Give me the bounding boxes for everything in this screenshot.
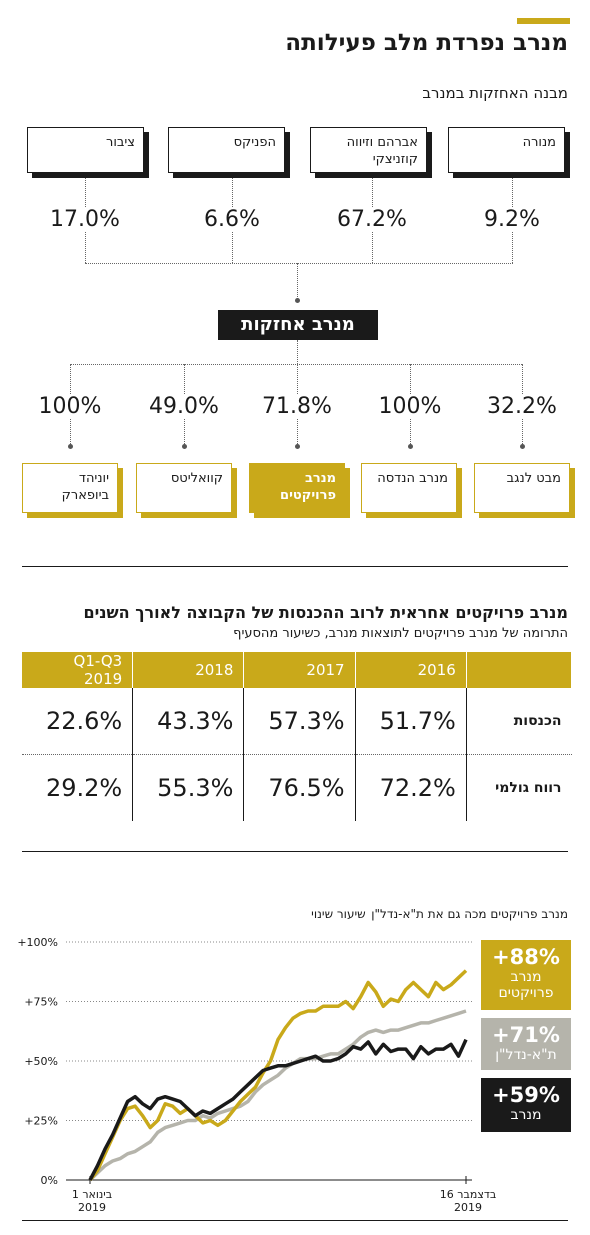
owner-name: הפניקס (233, 135, 276, 150)
owner-name: אברהם וזיווה קוזניצקי (346, 135, 418, 167)
section-divider (22, 851, 568, 852)
table-row: 22.6% 43.3% 57.3% 51.7% הכנסות (22, 688, 572, 755)
legend-label: ת"א-נדל"ן (495, 1047, 557, 1063)
line-chart: 0% +25% +50% +75% +100% (17, 936, 472, 1187)
sub-box-mabat: מבט לנגב (474, 463, 570, 513)
series-line-2 (88, 1038, 468, 1181)
sub-name: קוואליטס (170, 471, 223, 486)
sub-pct: 71.8% (242, 394, 352, 419)
table-cell: 43.3% (132, 688, 245, 755)
sub-box-minrav-engineering: מנרב הנדסה (361, 463, 457, 513)
table-cell: 76.5% (243, 754, 356, 821)
holding-to-subs-line (297, 340, 298, 364)
table-cell: 29.2% (22, 754, 134, 821)
bottom-divider (22, 1220, 568, 1221)
y-tick-label: 0% (41, 1174, 58, 1187)
series-line-1 (88, 1009, 467, 1182)
table-cell: 51.7% (355, 688, 467, 755)
y-tick-label: +100% (17, 936, 58, 949)
connector-dot (295, 298, 300, 303)
row-label: הכנסות (466, 688, 572, 755)
connector-dot (182, 444, 187, 449)
x-tick-start: 1 בינואר 2019 (62, 1188, 122, 1214)
column-header: Q1-Q3 2019 (22, 652, 134, 688)
series-line-0 (88, 969, 468, 1182)
section-divider (22, 566, 568, 567)
title-accent-bar (517, 18, 570, 24)
y-tick-label: +75% (24, 996, 58, 1009)
legend-label: מנרב פרויקטים (498, 969, 554, 1001)
legend-value: +71% (492, 1023, 560, 1047)
owner-name: מנורה (522, 135, 556, 150)
legend-label: מנרב (510, 1107, 542, 1123)
sub-pct: 32.2% (467, 394, 577, 419)
legend-value: +59% (492, 1083, 560, 1107)
legend-box-minrav: +59% מנרב (481, 1078, 571, 1132)
sub-name: מבט לנגב (506, 471, 561, 486)
x-tick-end: 16 בדצמבר 2019 (436, 1188, 500, 1214)
sub-box-minrav-projects: מנרב פרויקטים (249, 463, 345, 513)
sub-pct: 49.0% (129, 394, 239, 419)
owner-pct: 6.6% (177, 207, 287, 232)
table-cell: 22.6% (22, 688, 134, 755)
legend-value: +88% (492, 945, 560, 969)
chart-title-note: שיעור שינוי (311, 907, 366, 921)
owner-pct: 17.0% (30, 207, 140, 232)
row-label: רווח גולמי (495, 780, 562, 796)
column-header-empty (466, 652, 573, 688)
legend-box-ta-realestate: +71% ת"א-נדל"ן (481, 1018, 571, 1070)
page-title: מנרב נפרדת מלב פעילותה (285, 30, 568, 56)
table-subtitle: התרומה של מנרב פרויקטים לתוצאות מנרב, כש… (233, 626, 568, 641)
x-tick-date: 16 בדצמבר (439, 1188, 497, 1201)
holdings-title: מבנה האחזקות במנרב (422, 84, 568, 102)
chart-title: מנרב פרויקטים מכה גם את ת"א-נדל"ן שיעור … (311, 903, 568, 922)
sub-box-unihead: יוניהד ביופארק (22, 463, 118, 513)
sub-box-qualitas: קוואליטס (136, 463, 232, 513)
table-row: 29.2% 55.3% 76.5% 72.2% רווח גולמי (22, 754, 572, 821)
subs-join-line (70, 364, 522, 365)
holding-company-box: מנרב אחזקות (218, 310, 378, 340)
connector-dot (68, 444, 73, 449)
owner-pct: 9.2% (457, 207, 567, 232)
table-cell: 72.2% (355, 754, 467, 821)
sub-pct: 100% (15, 394, 125, 419)
legend-box-minrav-projects: +88% מנרב פרויקטים (481, 940, 571, 1010)
owner-box-kuznitzky: אברהם וזיווה קוזניצקי (310, 127, 427, 173)
table-cell: 55.3% (132, 754, 245, 821)
y-tick-label: +50% (24, 1055, 58, 1068)
owner-name: ציבור (105, 135, 135, 150)
sub-name: מנרב הנדסה (377, 471, 448, 486)
owner-to-holding-line (297, 263, 298, 301)
column-header: 2018 (132, 652, 245, 688)
table-title: מנרב פרויקטים אחראית לרוב ההכנסות של הקב… (83, 603, 568, 622)
owner-pct: 67.2% (317, 207, 427, 232)
connector-dot (295, 444, 300, 449)
sub-name: מנרב פרויקטים (280, 471, 336, 503)
x-tick-date: 1 בינואר (71, 1188, 113, 1201)
connector-dot (408, 444, 413, 449)
sub-name: יוניהד ביופארק (61, 471, 109, 503)
table-header-row: Q1-Q3 2019 2018 2017 2016 (22, 652, 573, 688)
owner-box-phoenix: הפניקס (168, 127, 285, 173)
column-header: 2017 (243, 652, 356, 688)
x-tick-year: 2019 (78, 1201, 106, 1214)
y-tick-label: +25% (24, 1115, 58, 1128)
owner-join-line (85, 263, 513, 264)
column-header: 2016 (355, 652, 467, 688)
contribution-table: Q1-Q3 2019 2018 2017 2016 22.6% 43.3% 57… (22, 652, 573, 821)
table-cell: 57.3% (243, 688, 356, 755)
sub-pct: 100% (355, 394, 465, 419)
owner-box-menora: מנורה (448, 127, 565, 173)
owner-box-public: ציבור (27, 127, 144, 173)
chart-title-text: מנרב פרויקטים מכה גם את ת"א-נדל"ן (371, 907, 568, 921)
connector-dot (520, 444, 525, 449)
x-tick-year: 2019 (454, 1201, 482, 1214)
